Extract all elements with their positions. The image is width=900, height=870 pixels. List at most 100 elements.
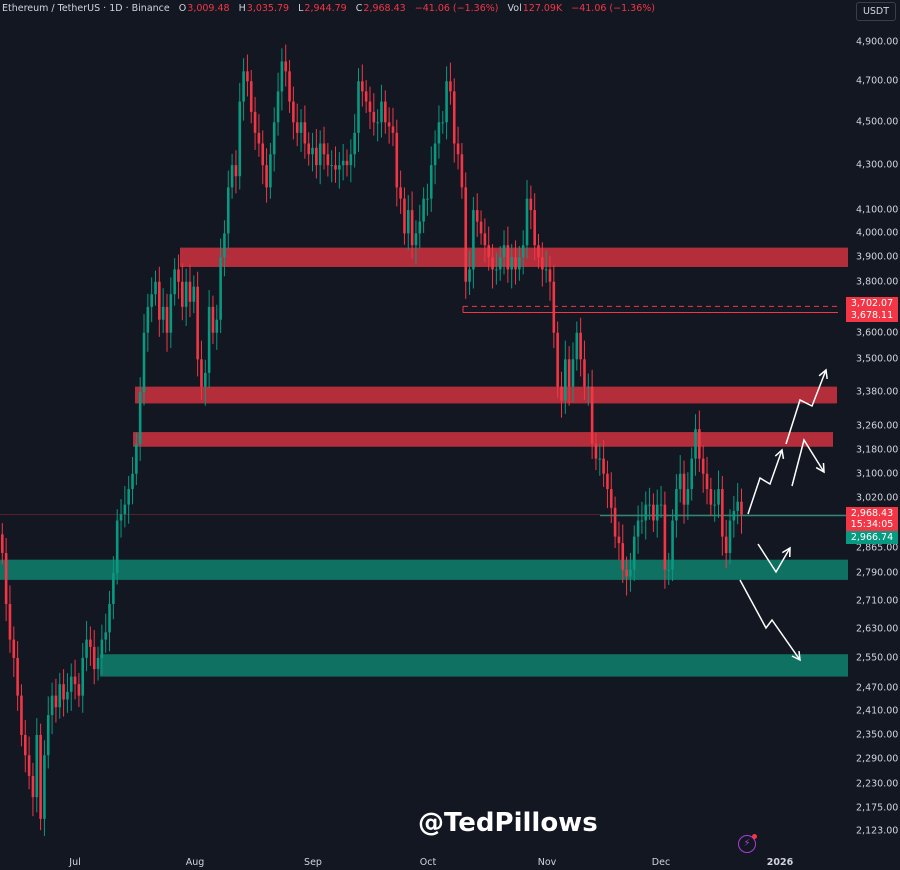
vol-change-value: −41.06 (−1.36%) [571,3,655,14]
candle-body [119,514,123,521]
candle-body [115,520,119,574]
candle-body [184,281,188,307]
candle-body [326,154,330,166]
candle-body [552,281,556,333]
candle-body [483,233,487,246]
candle-body [560,386,563,401]
candle-body [728,520,732,554]
candle-body [8,604,12,640]
support-zone [0,559,848,580]
open-label: O [178,3,187,14]
price-tick: 4,500.00 [856,116,899,128]
candle-body [441,122,445,124]
candle-body [640,520,644,522]
time-tick: Dec [651,857,671,868]
candle-body [364,91,368,102]
last-price-badge: 2,968.43 15:34:05 [846,506,898,531]
vol-label: Vol [507,3,522,14]
candle-body [69,676,73,692]
candle-body [62,684,65,700]
candle-body [579,332,582,360]
candle-body [452,91,456,144]
price-tick: 3,380.00 [856,386,899,398]
price-tick: 2,123.00 [856,825,899,837]
price-tick: 2,290.00 [856,753,899,765]
candle-body [318,143,322,166]
candle-body [521,245,525,258]
candle-body [740,501,743,515]
candle-body [315,147,318,166]
candle-body [242,71,245,102]
candle-body [12,639,16,658]
candle-body [92,646,96,670]
candle-body [456,143,460,155]
candle-body [690,458,693,490]
candle-body [391,126,395,133]
close-label: C [355,3,363,14]
candle-body [188,281,192,302]
candle-body [322,143,326,155]
candle-body [146,306,150,333]
candle-body [479,221,483,234]
candle-body [215,319,219,333]
last-price: 2,968.43 [850,507,894,519]
candle-body [675,489,678,521]
candle-body [311,147,314,155]
candle-body [223,233,226,258]
candle-body [238,101,242,177]
candle-body [617,536,621,544]
candle-body [73,676,77,685]
currency-button[interactable]: USDT [856,2,896,21]
candle-body [104,632,108,640]
candle-body [655,504,659,521]
price-tick: 2,230.00 [856,778,899,790]
candle-body [594,443,598,459]
candle-body [575,332,579,360]
price-tick: 3,600.00 [856,327,899,339]
bid-price-badge: 2,966.74 [846,531,898,545]
candle-body [338,165,341,170]
time-tick: Sep [304,857,322,868]
price-tick: 2,550.00 [856,652,899,664]
candle-body [636,520,640,537]
candle-body [514,257,517,270]
price-tick: 4,300.00 [856,159,899,171]
candle-body [276,91,280,123]
candle-body [96,657,100,670]
candle-body [422,198,425,222]
candle-body [123,504,127,515]
candle-body [437,122,441,144]
symbol-title[interactable]: Ethereum / TetherUS · 1D · Binance [2,3,170,14]
candle-body [686,489,690,505]
candle-body [502,245,506,258]
candle-body [173,269,176,295]
candle-body [395,132,399,188]
candle-body [632,536,636,570]
candle-body [625,569,628,577]
candle-body [648,504,651,506]
candle-body [234,165,238,177]
candle-body [211,306,215,333]
lightning-icon[interactable]: ⚡ [738,834,757,853]
price-tick: 3,100.00 [856,468,899,480]
candle-body [226,187,230,234]
candle-body [529,198,533,211]
candle-body [609,489,613,508]
candle-body [353,132,356,155]
candle-body [284,61,288,72]
candle-body [161,306,165,320]
candle-body [349,154,353,166]
candle-body [518,257,521,270]
candle-body [445,81,448,123]
candle-body [89,639,92,647]
arrow-head [781,546,791,558]
candle-body [246,71,249,82]
candle-body [341,160,345,166]
candle-body [368,101,372,112]
price-tick: 2,630.00 [856,623,899,635]
price-tick: 3,180.00 [856,444,899,456]
candle-body [475,210,479,222]
candle-body [598,458,602,460]
candle-body [510,257,513,270]
